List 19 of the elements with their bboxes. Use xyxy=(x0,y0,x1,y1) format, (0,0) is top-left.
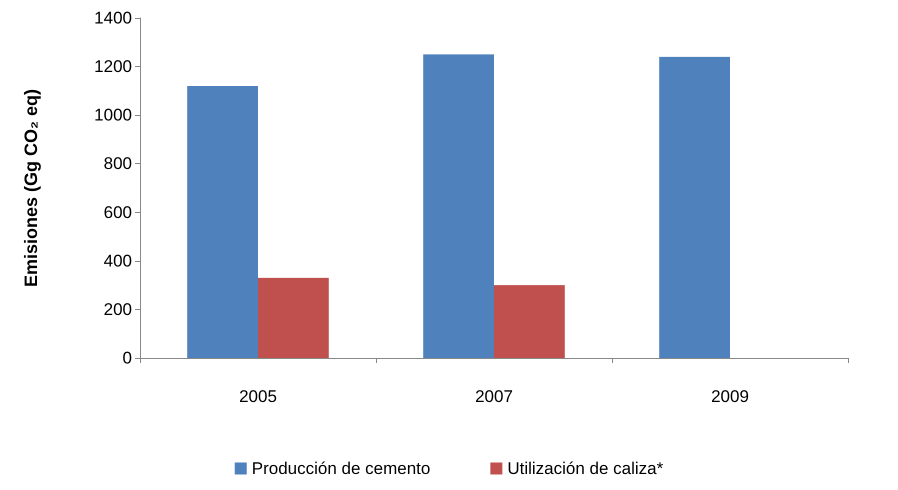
y-axis-title: Emisiones (Gg CO₂ eq) xyxy=(21,88,41,288)
y-tick-label: 1200 xyxy=(94,57,132,76)
bar xyxy=(494,285,565,358)
bar xyxy=(659,56,730,358)
legend-label: Utilización de caliza* xyxy=(507,459,664,478)
y-tick-label: 600 xyxy=(104,202,132,222)
y-tick-label: 200 xyxy=(104,300,132,319)
bar xyxy=(187,86,258,358)
y-tick-label: 1000 xyxy=(94,106,132,125)
y-tick-label: 1400 xyxy=(94,8,132,28)
x-tick-label: 2009 xyxy=(711,387,749,406)
x-tick-label: 2007 xyxy=(475,387,513,406)
y-tick-label: 400 xyxy=(104,251,132,270)
bar xyxy=(258,278,329,358)
y-tick-label: 800 xyxy=(104,154,132,174)
y-tick-label: 0 xyxy=(122,348,132,368)
x-tick-label: 2005 xyxy=(239,387,277,406)
legend-label: Producción de cemento xyxy=(252,459,430,478)
bar xyxy=(423,54,494,358)
